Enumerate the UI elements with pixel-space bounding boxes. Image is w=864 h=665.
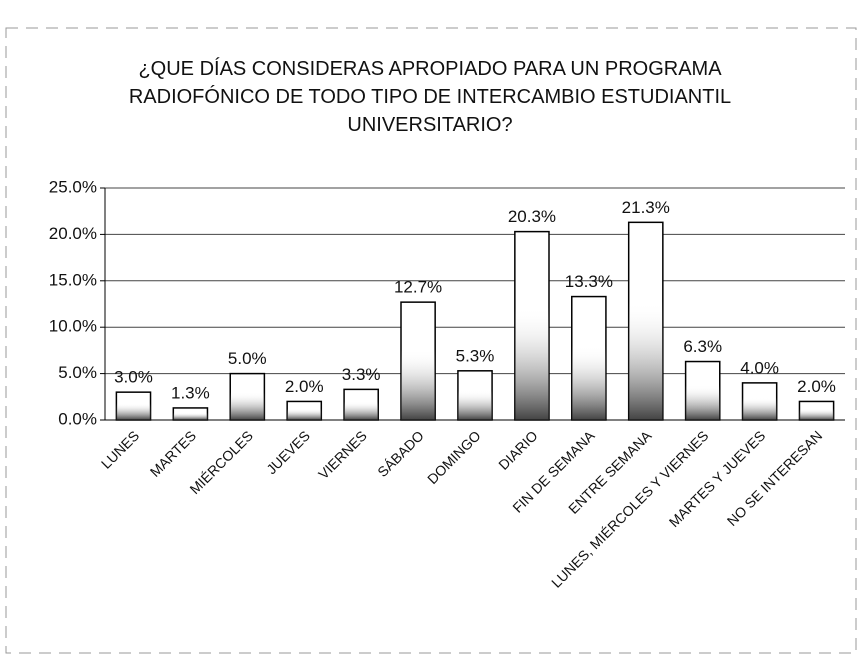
y-tick-label: 10.0%: [49, 317, 97, 336]
x-tick-label: SÁBADO: [374, 427, 427, 480]
y-tick-label: 20.0%: [49, 224, 97, 243]
bar-shade: [401, 302, 436, 420]
x-tick-label: NO SE INTERESAN: [724, 427, 826, 529]
value-label: 3.0%: [114, 368, 153, 387]
x-tick-label: LUNES: [98, 427, 142, 471]
bar-shade: [173, 407, 208, 420]
bar-shade: [514, 231, 549, 420]
value-label: 5.3%: [456, 346, 495, 365]
chart-title: ¿QUE DÍAS CONSIDERAS APROPIADO PARA UN P…: [128, 58, 732, 136]
value-label: 4.0%: [740, 358, 779, 377]
value-label: 13.3%: [565, 272, 613, 291]
value-label: 3.3%: [342, 365, 381, 384]
bar-shade: [230, 373, 265, 420]
value-label: 12.7%: [394, 278, 442, 297]
y-tick-label: 25.0%: [49, 177, 97, 196]
value-label: 1.3%: [171, 383, 210, 402]
bar-shade: [116, 392, 151, 420]
border: [5, 27, 857, 654]
x-tick-label: MARTES Y JUEVES: [666, 427, 769, 530]
y-tick-label: 0.0%: [58, 409, 97, 428]
x-tick-label: VIERNES: [315, 427, 370, 482]
y-tick-label: 5.0%: [58, 363, 97, 382]
value-label: 2.0%: [797, 377, 836, 396]
x-tick-label: JUEVES: [263, 427, 313, 477]
bar-shade: [685, 361, 720, 420]
bar-shade: [344, 389, 379, 420]
value-label: 6.3%: [683, 337, 722, 356]
y-tick-label: 15.0%: [49, 270, 97, 289]
value-label: 21.3%: [622, 198, 670, 217]
bar-shade: [287, 401, 322, 420]
x-tick-label: DIARIO: [495, 427, 540, 472]
bar-shade: [457, 370, 493, 420]
value-label: 5.0%: [228, 349, 267, 368]
value-label: 2.0%: [285, 377, 324, 396]
x-tick-label: MARTES: [147, 427, 199, 479]
bar-shade: [742, 382, 777, 420]
bar-shade: [628, 222, 663, 420]
bar-shade: [799, 401, 834, 420]
x-tick-label: DOMINGO: [424, 427, 484, 487]
value-label: 20.3%: [508, 207, 556, 226]
bar-shade: [571, 296, 606, 420]
